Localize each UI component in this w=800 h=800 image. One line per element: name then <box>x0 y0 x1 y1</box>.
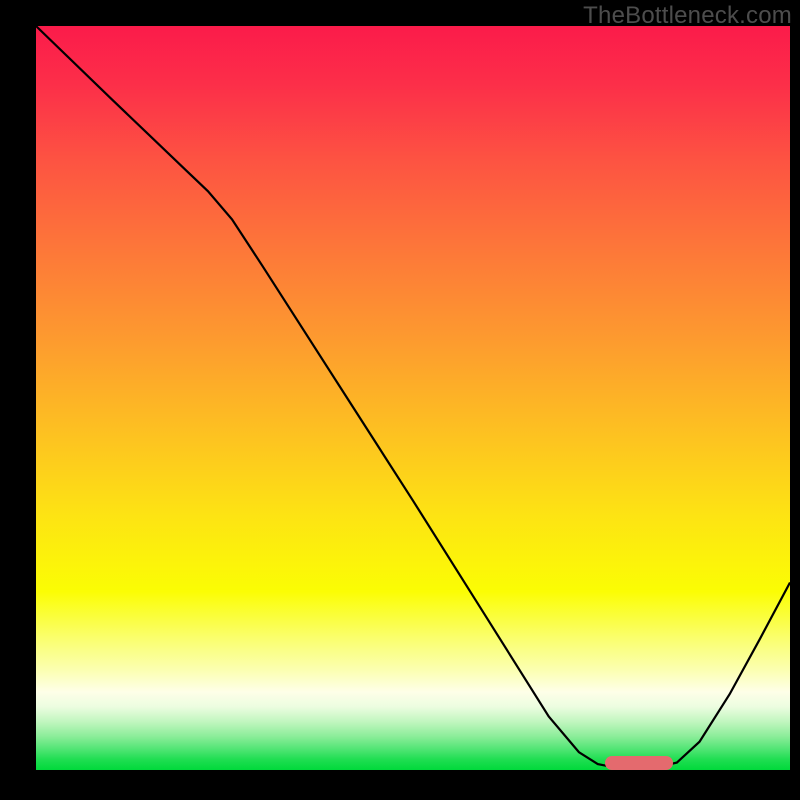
chart-container: TheBottleneck.com <box>0 0 800 800</box>
curve-path <box>36 26 790 768</box>
trough-marker <box>605 756 673 770</box>
plot-area <box>36 26 790 770</box>
watermark-text: TheBottleneck.com <box>583 2 792 30</box>
curve-svg <box>36 26 790 770</box>
